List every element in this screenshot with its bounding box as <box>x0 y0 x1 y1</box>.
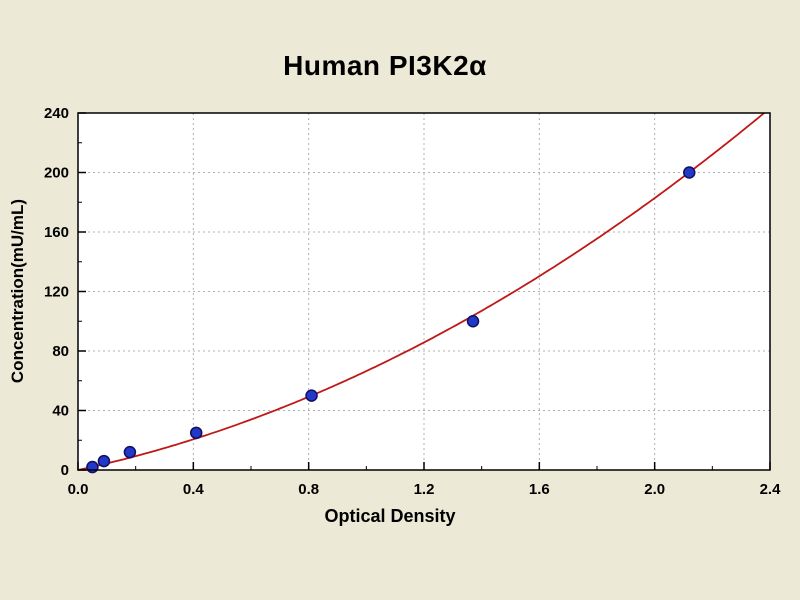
data-point <box>123 445 137 459</box>
data-point <box>97 454 111 468</box>
x-tick-label: 0.0 <box>68 481 89 498</box>
x-tick-label: 0.4 <box>183 481 205 498</box>
y-tick-label: 160 <box>44 224 69 241</box>
chart-title: Human PI3K2α <box>283 50 487 81</box>
data-point <box>86 460 99 474</box>
y-tick-label: 120 <box>44 284 69 301</box>
x-tick-label: 1.6 <box>529 481 550 498</box>
data-point <box>305 389 318 402</box>
x-axis-label: Optical Density <box>324 506 456 526</box>
data-point <box>683 166 696 179</box>
data-point <box>466 315 480 328</box>
y-tick-label: 200 <box>44 165 69 182</box>
y-tick-label: 80 <box>52 343 69 360</box>
x-tick-label: 0.8 <box>298 481 319 498</box>
data-point <box>189 426 203 440</box>
x-tick-label: 2.0 <box>644 481 665 498</box>
y-tick-label: 240 <box>44 105 69 122</box>
fit-curve <box>77 112 765 471</box>
x-tick-label: 2.4 <box>760 481 782 498</box>
y-tick-label: 0 <box>61 462 69 479</box>
x-tick-label: 1.2 <box>414 481 435 498</box>
y-tick-label: 40 <box>52 403 69 420</box>
